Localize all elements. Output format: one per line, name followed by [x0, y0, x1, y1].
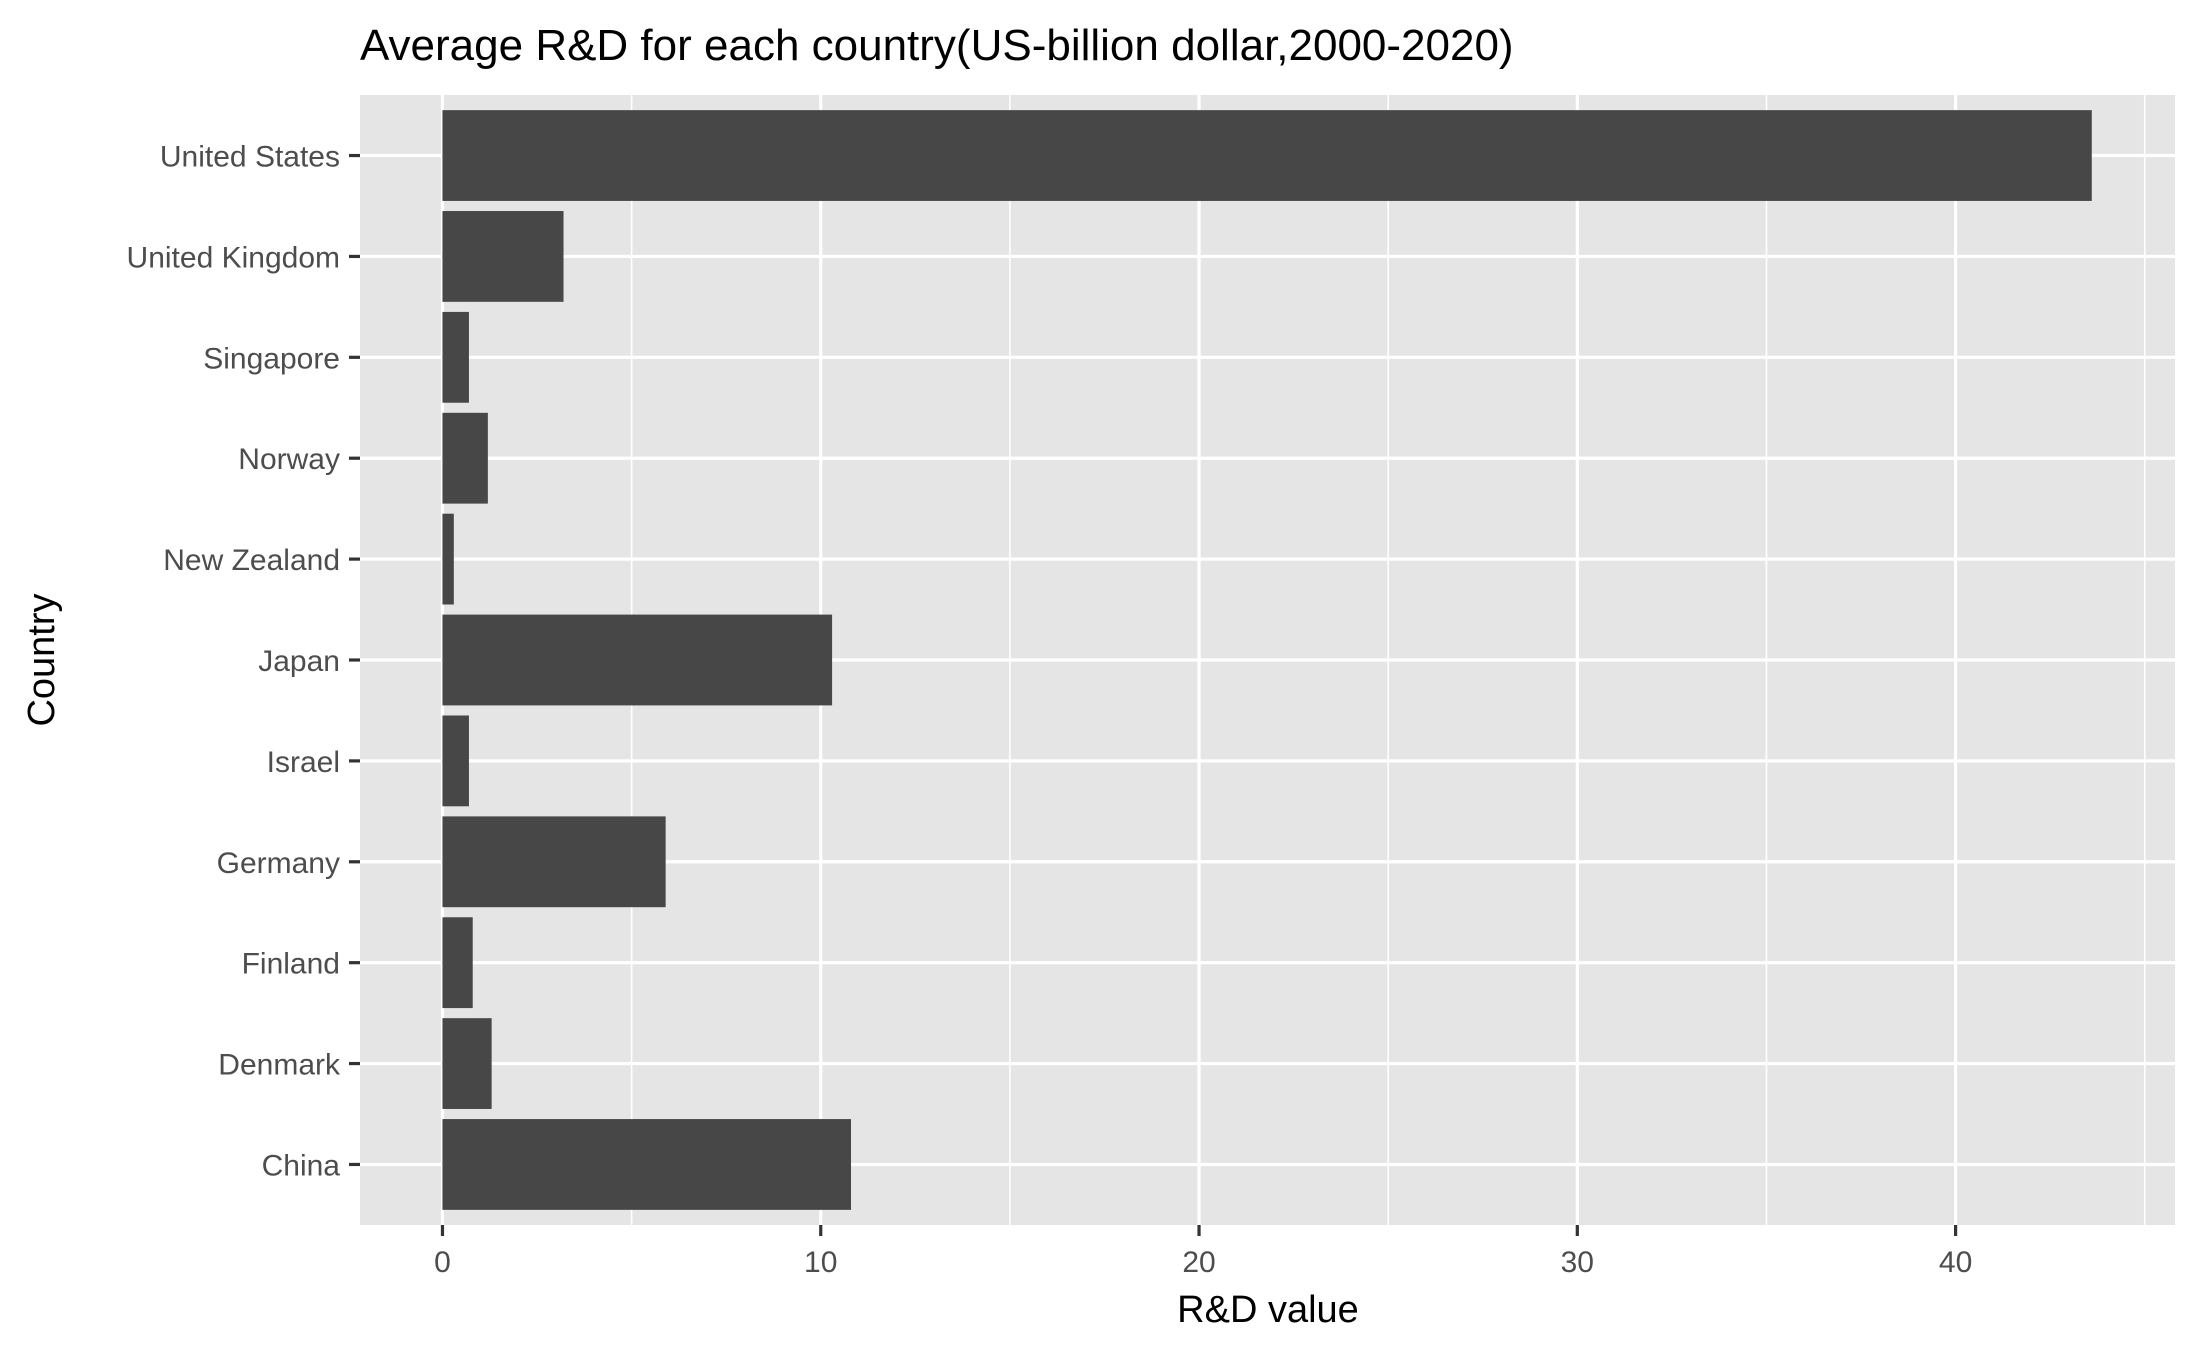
y-tick-label: China [262, 1149, 341, 1182]
y-tick-label: Germany [217, 847, 340, 880]
bar-germany [442, 816, 666, 908]
x-tick-label: 30 [1561, 1246, 1594, 1279]
bar-china [442, 1119, 852, 1210]
y-tick-label: Norway [238, 443, 340, 476]
bar-japan [442, 614, 833, 706]
bars [442, 110, 2092, 1210]
y-tick-label: Denmark [218, 1049, 341, 1082]
y-tick-label: Finland [242, 948, 340, 981]
bar-finland [442, 917, 473, 1009]
bar-united-kingdom [442, 211, 564, 302]
y-tick-label: United States [160, 141, 340, 174]
x-tick-label: 10 [804, 1246, 837, 1279]
bar-israel [442, 715, 469, 807]
bar-united-states [442, 110, 2092, 201]
y-tick-label: New Zealand [163, 544, 340, 577]
y-axis: United States United Kingdom Singapore Norw… [127, 141, 360, 1182]
bar-new-zealand [442, 513, 454, 605]
x-axis: 0 10 20 30 40 [434, 1225, 1972, 1279]
y-tick-label: Israel [267, 746, 340, 779]
x-tick-label: 20 [1182, 1246, 1215, 1279]
bar-singapore [442, 311, 469, 403]
chart-title: Average R&D for each country(US-billion … [360, 21, 1514, 70]
x-tick-label: 0 [434, 1246, 451, 1279]
y-tick-label: Japan [258, 645, 340, 678]
y-axis-title: Country [21, 593, 63, 726]
y-tick-label: United Kingdom [127, 241, 340, 274]
bar-norway [442, 412, 488, 504]
y-tick-label: Singapore [203, 342, 340, 375]
x-axis-title: R&D value [1177, 1289, 1359, 1331]
bar-denmark [442, 1018, 492, 1109]
x-tick-label: 40 [1939, 1246, 1972, 1279]
